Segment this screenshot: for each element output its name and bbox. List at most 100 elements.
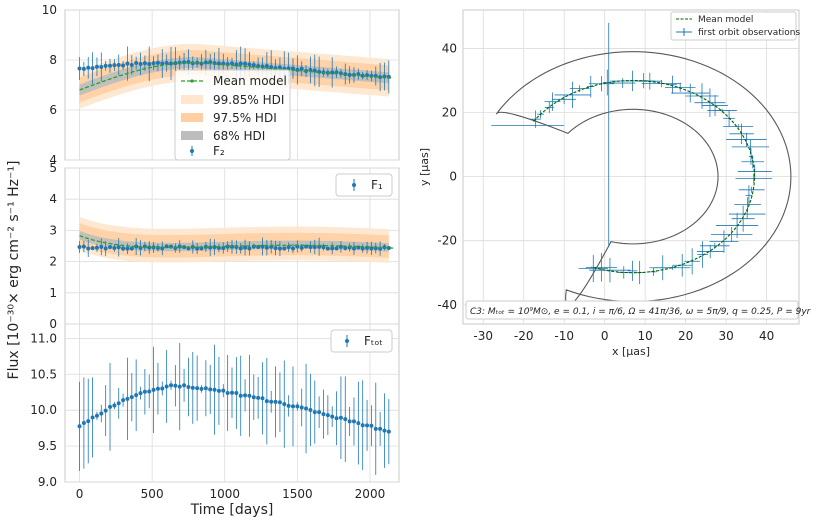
legend-f2: Mean model 99.85% HDI 97.5% HDI 68% HDI …	[174, 69, 291, 161]
ftot-obs-point	[321, 412, 326, 417]
f1-obs-point	[343, 246, 348, 251]
ftot-obs-point	[138, 391, 143, 396]
f1-obs-point	[264, 245, 269, 250]
orbit-annotation: C3: Mₜₒₜ = 10⁹M⊙, e = 0.1, i = π/6, Ω = …	[465, 300, 812, 320]
f1-obs-point	[225, 244, 230, 249]
F1-ytick-label: 2	[49, 255, 57, 269]
f2-obs-point	[86, 65, 91, 70]
ftot-obs-point	[295, 404, 300, 409]
f1-obs-point	[108, 245, 113, 250]
f2-obs-point	[77, 66, 82, 71]
Ftot-ytick-label: 11.0	[30, 331, 57, 345]
f2-obs-point	[238, 61, 243, 66]
ftot-obs-point	[264, 399, 269, 404]
f2-obs-point	[103, 63, 108, 68]
f2-obs-point	[90, 66, 95, 71]
orbit-y-axis-label: y [μas]	[418, 148, 431, 186]
F1-ytick-label: 1	[49, 286, 57, 300]
ftot-obs-point	[129, 395, 134, 400]
ftot-obs-point	[182, 383, 187, 388]
f1-obs-point	[325, 246, 330, 251]
ftot-obs-point	[90, 415, 95, 420]
orbit-annotation-text: C3: Mₜₒₜ = 10⁹M⊙, e = 0.1, i = π/6, Ω = …	[470, 307, 812, 317]
ftot-obs-point	[243, 393, 248, 398]
orbit-xtick-label: 20	[678, 329, 693, 343]
orbit-ytick-label: 20	[442, 106, 457, 120]
f1-obs-point	[94, 245, 99, 250]
ftot-obs-point	[334, 416, 339, 421]
ftot-obs-point	[108, 404, 113, 409]
time-axis-label: Time [days]	[190, 502, 274, 518]
f1-obs-point	[238, 246, 243, 251]
f1-obs-point	[116, 245, 121, 250]
f2-obs-point	[125, 61, 130, 66]
f1-obs-point	[112, 245, 117, 250]
legend-orbit-obs: first orbit observations	[698, 28, 800, 38]
ftot-obs-point	[125, 396, 130, 401]
f2-obs-point	[378, 75, 383, 80]
ftot-obs-point	[369, 423, 374, 428]
ftot-obs-point	[373, 426, 378, 431]
ftot-obs-point	[382, 428, 387, 433]
ftot-obs-point	[195, 386, 200, 391]
ftot-obs-point	[173, 383, 178, 388]
ftot-obs-point	[190, 385, 195, 390]
f2-obs-point	[347, 72, 352, 77]
ftot-obs-point	[186, 385, 191, 390]
orbit-ytick-label: -20	[437, 234, 457, 248]
f2-obs-point	[360, 73, 365, 78]
panel-f1: 0 1 2 3 4 5	[49, 161, 399, 331]
ftot-obs-point	[116, 401, 121, 406]
orbit-ytick-label: -40	[437, 298, 457, 312]
ftot-obs-point	[151, 387, 156, 392]
ftot-obs-point	[351, 419, 356, 424]
legend-f1-obs: F₁	[371, 178, 383, 192]
legend-f2-hdi-68: 68% HDI	[213, 129, 265, 143]
ftot-obs-point	[221, 388, 226, 393]
orbit-xtick-label: 30	[718, 329, 733, 343]
f1-obs-point	[121, 246, 126, 251]
f1-obs-point	[273, 246, 278, 251]
F1-ytick-label: 5	[49, 161, 57, 175]
orbit-x-axis-label: x [μas]	[612, 345, 650, 358]
Ftot-ytick-label: 10.5	[30, 367, 57, 381]
orbit-xtick-label: 40	[759, 329, 774, 343]
legend-orbit-mean-model: Mean model	[698, 15, 753, 25]
f1-obs-point	[103, 246, 108, 251]
legend-f2-obs: F₂	[213, 144, 225, 158]
f1-obs-point	[308, 244, 313, 249]
ftot-obs-point	[142, 389, 147, 394]
ftot-obs-point	[330, 414, 335, 419]
f1-obs-point	[125, 246, 130, 251]
f1-obs-point	[129, 246, 134, 251]
f2-obs-point	[134, 61, 139, 66]
ftot-obs-point	[304, 406, 309, 411]
F2-ytick-label: 8	[49, 53, 57, 67]
f1-obs-point	[360, 246, 365, 251]
ftot-obs-point	[356, 421, 361, 426]
legend-f1: F₁	[335, 173, 393, 197]
Ftot-ytick-label: 9.0	[38, 475, 57, 489]
f1-mean-model-line	[79, 235, 394, 249]
f2-obs-point	[116, 62, 121, 67]
legend-f2-hdi-9985: 99.85% HDI	[213, 93, 284, 107]
ftot-obs-point	[203, 386, 208, 391]
f2-obs-point	[147, 61, 152, 66]
F2-ytick-label: 6	[49, 103, 57, 117]
f2-obs-point	[99, 64, 104, 69]
f2-obs-point	[142, 61, 147, 66]
ftot-obs-point	[160, 386, 165, 391]
ftot-obs-point	[225, 390, 230, 395]
panel-orbit: -30 -20 -10 0 10 20 30 40 -40 -20 0 20 40	[437, 10, 799, 343]
ftot-obs-point	[134, 393, 139, 398]
f2-obs-point	[108, 63, 113, 68]
f1-obs-point	[243, 245, 248, 250]
time-tick-label: 0	[76, 487, 84, 501]
ftot-obs-point	[290, 404, 295, 409]
f2-obs-point	[151, 61, 156, 66]
ftot-obs-point	[164, 384, 169, 389]
f2-obs-point	[129, 62, 134, 67]
f1-obs-point	[99, 244, 104, 249]
ftot-obs-point	[155, 386, 160, 391]
f1-obs-point	[277, 246, 282, 251]
